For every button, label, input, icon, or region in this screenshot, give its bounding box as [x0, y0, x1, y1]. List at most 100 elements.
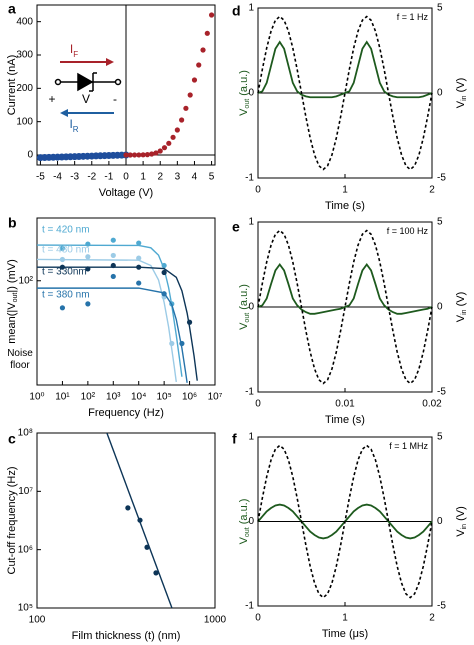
y-tick-label: 10⁸ [18, 428, 33, 439]
data-point [136, 240, 142, 246]
annotation: IF [70, 42, 78, 58]
x-axis-label: Time (μs) [322, 628, 368, 640]
y-axis-label-rest: (a.u.) [238, 499, 250, 528]
y-axis-label-sub: out [244, 313, 251, 323]
y-axis-label-rest: (a.u.) [238, 284, 250, 313]
x-tick-label: 0 [255, 399, 261, 410]
annotation: IR [69, 117, 78, 133]
y2-axis-label: Vin (V) [455, 292, 468, 323]
annotation-text: I [69, 117, 72, 131]
annotation-text: f = 100 Hz [387, 226, 429, 236]
x-tick-label: 10⁶ [182, 392, 197, 403]
x-tick-label: 5 [209, 172, 215, 183]
data-point [179, 117, 185, 123]
annotation-text: f = 1 Hz [397, 12, 429, 22]
y2-axis-label-sub: in [461, 309, 468, 315]
data-point [110, 262, 116, 269]
y-tick-label: 10⁷ [18, 486, 33, 497]
y2-tick-label: 5 [437, 432, 443, 443]
annotation: + [48, 92, 55, 106]
y-axis-label-rest: (a.u.) [238, 70, 250, 99]
fit-line [37, 287, 188, 383]
y2-tick-label: 0 [437, 516, 443, 527]
data-point [140, 152, 146, 158]
annotation: Noise [7, 348, 33, 359]
x-tick-label: 2 [157, 172, 163, 183]
panel-label: e [232, 219, 240, 235]
y2-axis-label: Vin (V) [455, 506, 468, 537]
y2-axis-label: Vin (V) [455, 78, 468, 109]
panel-label: b [8, 215, 17, 231]
line-series [257, 229, 433, 385]
x-tick-label: 10¹ [55, 392, 70, 403]
annotation: V [82, 92, 90, 106]
x-tick-label: 10⁰ [29, 392, 44, 403]
y-tick-label: 100 [16, 116, 33, 127]
y-axis-label: mean(|Vout|) (mV) [6, 259, 19, 344]
y-tick-label: 0 [248, 88, 254, 99]
data-point [144, 544, 150, 550]
y2-tick-label: -5 [437, 601, 446, 612]
data-point [127, 152, 133, 158]
data-point [110, 237, 116, 243]
y2-axis-label-sub: in [461, 524, 468, 530]
data-point [204, 30, 210, 36]
series-label: t = 380 nm [42, 290, 90, 301]
x-tick-label: 0 [255, 613, 261, 624]
y-tick-label: 10⁵ [18, 603, 33, 614]
y2-tick-label: 5 [437, 217, 443, 228]
data-point [144, 152, 150, 158]
annotation-text: f = 1 MHz [389, 441, 428, 451]
data-point [136, 280, 142, 286]
x-axis-label: Time (s) [325, 200, 365, 212]
y-axis-label-sub: out [244, 527, 251, 537]
x-axis-label: Film thickness (t) (nm) [72, 630, 181, 642]
y-tick-label: 0 [27, 150, 33, 161]
series-label: t = 420 nm [42, 225, 90, 236]
line-series [257, 262, 433, 315]
data-point [85, 301, 91, 307]
data-point [59, 245, 66, 251]
x-tick-label: -1 [104, 172, 113, 183]
y-axis-label-main: V [238, 322, 250, 330]
x-tick-label: 1000 [204, 615, 227, 626]
y-tick-label: 1 [248, 3, 254, 14]
x-tick-label: 0.01 [335, 399, 355, 410]
data-point [166, 140, 172, 146]
y-tick-label: 10² [19, 275, 34, 286]
data-point [196, 62, 202, 68]
annotation-text: V [82, 92, 90, 106]
data-point [161, 291, 167, 297]
annotation: f = 100 Hz [387, 226, 429, 236]
data-point [85, 241, 91, 247]
y-tick-label: 0 [248, 516, 254, 527]
x-tick-label: 1 [342, 613, 348, 624]
y-axis-label: Current (nA) [6, 55, 18, 116]
forward-arrow [60, 58, 114, 66]
x-tick-label: 2 [429, 185, 435, 196]
annotation-text: + [48, 92, 55, 106]
data-point [85, 254, 91, 260]
y-axis-label: Vout (a.u.) [238, 70, 251, 116]
x-axis-label: Time (s) [325, 414, 365, 426]
series-label: t = 330nm [42, 267, 87, 278]
y-axis-label: Cut-off frequency (Hz) [6, 466, 18, 574]
y-axis-label: Vout (a.u.) [238, 499, 251, 545]
data-point [136, 264, 142, 270]
x-axis-label: Voltage (V) [99, 187, 153, 199]
data-point [153, 570, 159, 576]
line-series [257, 40, 433, 99]
x-tick-label: 1 [342, 185, 348, 196]
x-tick-label: 100 [29, 615, 46, 626]
panel-label: f [232, 431, 237, 447]
data-point [59, 305, 66, 311]
y2-tick-label: 5 [437, 3, 443, 14]
x-axis-label: Frequency (Hz) [88, 407, 164, 419]
x-tick-label: -5 [36, 172, 45, 183]
panel-label: c [8, 431, 16, 447]
reverse-arrow [60, 109, 114, 117]
x-tick-label: 10² [81, 392, 96, 403]
x-tick-label: 0 [255, 185, 261, 196]
y2-axis-label-rest: (V) [455, 78, 467, 96]
y-axis-label-sub: out [12, 293, 19, 303]
